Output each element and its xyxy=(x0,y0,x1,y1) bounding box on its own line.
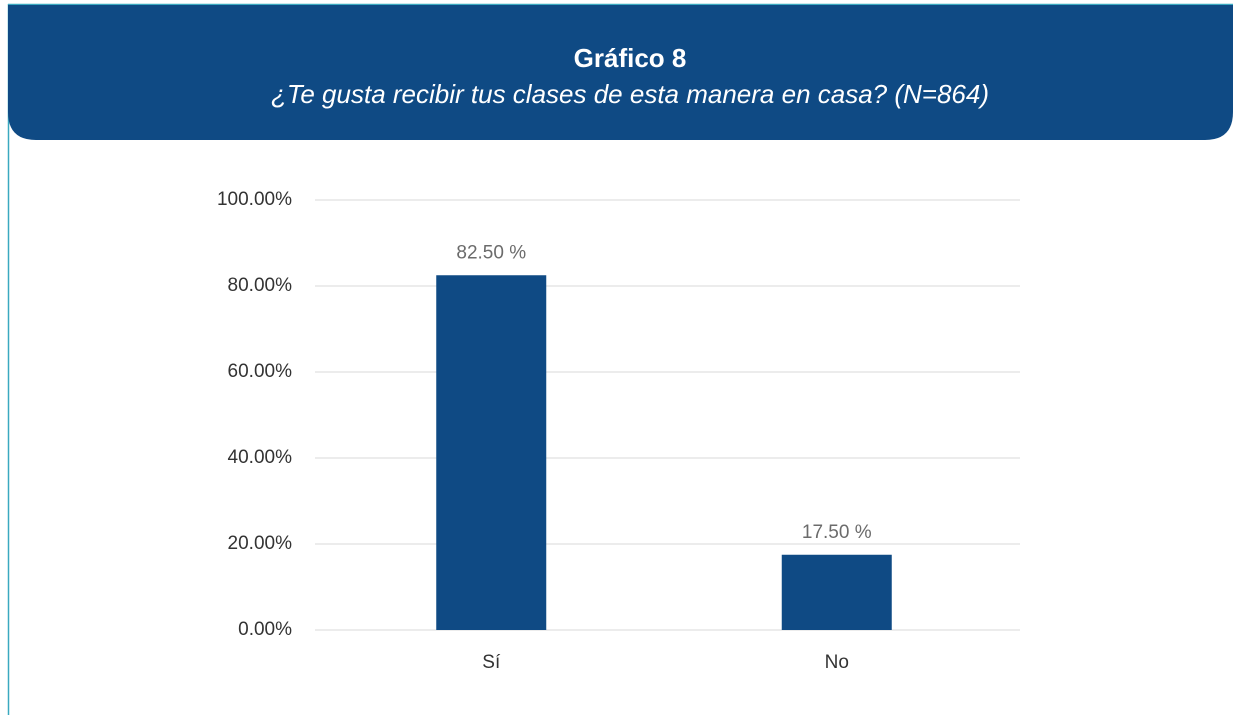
x-tick-label: No xyxy=(825,652,849,673)
y-tick-label: 100.00% xyxy=(217,189,292,210)
header-banner xyxy=(8,5,1233,140)
chart-subtitle: ¿Te gusta recibir tus clases de esta man… xyxy=(271,79,989,109)
y-tick-label: 60.00% xyxy=(228,361,293,382)
bar xyxy=(436,275,547,630)
data-label: 17.50 % xyxy=(802,522,872,543)
bar xyxy=(781,554,892,630)
y-tick-label: 0.00% xyxy=(238,619,292,640)
y-tick-label: 40.00% xyxy=(228,447,293,468)
chart-title: Gráfico 8 xyxy=(574,43,687,73)
y-tick-label: 20.00% xyxy=(228,533,293,554)
y-tick-label: 80.00% xyxy=(228,275,293,296)
data-label: 82.50 % xyxy=(456,242,526,263)
x-tick-label: Sí xyxy=(482,652,501,673)
